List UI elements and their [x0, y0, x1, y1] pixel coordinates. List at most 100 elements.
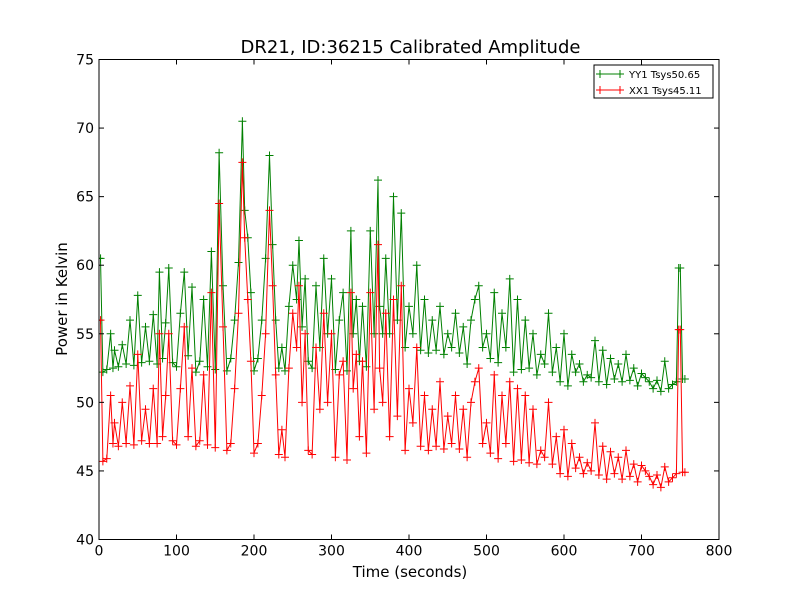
data-point-marker: [243, 295, 252, 304]
data-point-marker: [560, 329, 568, 338]
data-point-marker: [571, 464, 580, 473]
data-point-marker: [335, 370, 344, 379]
data-point-marker: [327, 274, 336, 283]
data-point-marker: [567, 350, 576, 359]
data-point-marker: [180, 322, 189, 331]
y-tick-label: 45: [76, 464, 94, 480]
data-point-marker: [432, 442, 441, 451]
data-point-marker: [110, 346, 119, 355]
data-point-marker: [494, 358, 503, 367]
legend-marker: [616, 86, 624, 94]
data-point-marker: [416, 442, 425, 451]
data-point-marker: [412, 343, 421, 352]
data-point-marker: [240, 206, 249, 215]
data-point-marker: [308, 450, 317, 459]
data-point-marker: [583, 458, 592, 467]
data-point-marker: [301, 274, 310, 283]
data-point-marker: [385, 432, 394, 441]
x-tick-label: 800: [706, 544, 733, 560]
data-point-marker: [118, 340, 127, 349]
data-point-marker: [459, 405, 468, 414]
data-point-marker: [133, 350, 142, 359]
data-point-marker: [676, 263, 685, 272]
data-point-marker: [238, 158, 247, 167]
data-point-marker: [455, 444, 464, 453]
data-point-marker: [319, 254, 328, 263]
data-point-marker: [366, 226, 375, 235]
data-point-marker: [126, 316, 134, 325]
data-point-marker: [199, 370, 208, 379]
data-point-marker: [319, 309, 328, 318]
data-point-marker: [99, 316, 105, 325]
data-point-marker: [467, 316, 475, 325]
data-point-marker: [436, 377, 444, 386]
data-point-marker: [149, 384, 158, 393]
data-point-marker: [118, 398, 127, 407]
data-point-marker: [470, 377, 479, 386]
data-point-marker: [153, 439, 162, 448]
data-point-marker: [672, 377, 681, 386]
data-point-marker: [215, 199, 224, 208]
data-point-marker: [389, 295, 398, 304]
data-point-marker: [428, 405, 437, 414]
data-point-marker: [122, 359, 131, 368]
data-point-marker: [164, 263, 173, 272]
data-point-marker: [408, 418, 417, 427]
x-tick-label: 200: [241, 544, 268, 560]
legend-marker: [596, 86, 604, 94]
data-point-marker: [505, 377, 514, 386]
legend-entry: XX1 Tsys45.11: [596, 86, 702, 97]
data-point-marker: [188, 283, 196, 292]
data-point-marker: [653, 376, 661, 385]
data-point-marker: [443, 329, 452, 338]
data-point-marker: [277, 425, 286, 434]
data-point-marker: [207, 288, 216, 297]
data-point-marker: [501, 439, 510, 448]
y-axis-label: Power in Kelvin: [53, 242, 71, 356]
data-point-marker: [168, 436, 177, 445]
data-point-marker: [548, 460, 557, 469]
data-point-marker: [246, 357, 255, 366]
data-point-marker: [301, 329, 310, 338]
legend-marker: [616, 70, 624, 78]
data-point-marker: [292, 343, 301, 352]
data-point-marker: [99, 254, 105, 263]
data-point-marker: [355, 432, 364, 441]
data-point-marker: [106, 391, 115, 400]
data-point-marker: [298, 398, 307, 407]
data-point-marker: [610, 469, 619, 478]
data-point-marker: [315, 405, 324, 414]
y-tick-label: 70: [76, 121, 94, 137]
data-point-marker: [540, 453, 549, 462]
data-point-marker: [521, 391, 530, 400]
data-point-marker: [327, 329, 336, 338]
data-point-marker: [145, 439, 154, 448]
data-point-marker: [676, 325, 685, 334]
data-point-marker: [467, 398, 475, 407]
data-point-marker: [352, 350, 361, 359]
data-point-marker: [378, 398, 387, 407]
data-point-marker: [501, 343, 510, 352]
data-point-marker: [274, 450, 283, 459]
data-point-marker: [513, 384, 522, 393]
data-point-marker: [645, 472, 654, 481]
data-point-marker: [304, 446, 313, 455]
data-point-marker: [230, 316, 239, 325]
data-point-marker: [625, 472, 634, 481]
plot-frame: [98, 59, 720, 540]
data-point-marker: [149, 310, 158, 319]
data-point-marker: [498, 391, 506, 400]
data-point-marker: [567, 439, 576, 448]
data-point-marker: [108, 439, 117, 448]
data-point-marker: [339, 357, 348, 366]
data-point-marker: [153, 359, 162, 368]
data-point-marker: [257, 391, 266, 400]
data-point-marker: [560, 425, 568, 434]
data-point-marker: [257, 316, 266, 325]
data-point-marker: [230, 384, 239, 393]
data-point-marker: [672, 469, 681, 478]
data-point-marker: [114, 442, 123, 451]
data-point-marker: [544, 398, 553, 407]
data-point-marker: [381, 309, 390, 318]
data-point-marker: [525, 364, 534, 373]
